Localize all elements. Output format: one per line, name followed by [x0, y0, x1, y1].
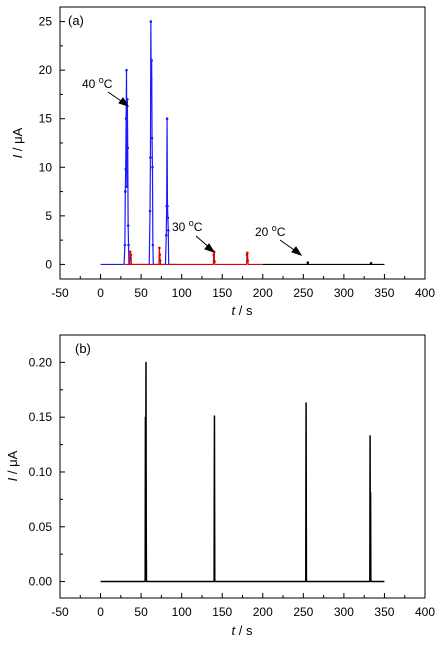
axis-ticks-b: -50 0 50 100 150 200 250 300 350 400 0.00 0.05 0.10 0…: [29, 355, 436, 619]
arrowhead-30c: [204, 243, 216, 253]
panel-b: -50 0 50 100 150 200 250 300 350 400 0.00 0.05 0.10 0…: [5, 334, 436, 638]
data-series-b: [100, 361, 385, 583]
x-tick-label: 200: [253, 286, 273, 300]
series-line-1: [100, 20, 178, 266]
x-tick-label: 150: [212, 605, 232, 619]
data-point: [149, 20, 153, 23]
data-point: [164, 233, 168, 237]
x-tick-label: 0: [97, 286, 104, 300]
x-tick-label: 50: [134, 286, 148, 300]
x-tick-label: 50: [134, 605, 148, 619]
annotation-40c: 40 oC: [82, 75, 113, 91]
data-point: [158, 259, 162, 262]
y-tick-label: 0.20: [29, 355, 53, 369]
annotation-arrows-a: [107, 91, 303, 256]
x-tick-label: -50: [51, 605, 69, 619]
data-point: [126, 97, 129, 101]
data-point: [123, 190, 127, 193]
y-tick-label: 0.05: [29, 520, 53, 534]
data-point: [306, 261, 310, 264]
y-axis-title-a: I / μA: [10, 127, 25, 158]
data-point: [245, 253, 249, 257]
data-point: [129, 253, 133, 257]
x-tick-label: -50: [51, 286, 69, 300]
data-point: [166, 229, 170, 232]
y-tick-label: 0.00: [29, 575, 53, 589]
annotation-30c: 30 oC: [172, 218, 203, 234]
x-tick-label: 400: [415, 605, 435, 619]
data-point: [151, 243, 155, 247]
y-tick-label: 15: [39, 112, 53, 126]
data-point: [369, 261, 373, 265]
data-point: [123, 243, 127, 247]
data-point: [165, 117, 169, 121]
series-line-3: [262, 262, 385, 266]
panel-label-a: (a): [68, 13, 84, 28]
axis-ticks-a: -50 0 50 100 150 200 250 300 350 400 0 5 10 15 20 25: [39, 15, 436, 300]
x-tick-label: 150: [212, 286, 232, 300]
x-tick-label: 250: [293, 605, 313, 619]
y-tick-label: 10: [39, 160, 53, 174]
x-tick-label: 350: [374, 605, 394, 619]
data-point: [246, 259, 250, 262]
x-tick-label: 0: [97, 605, 104, 619]
series-line-2: [124, 247, 263, 266]
data-point: [151, 165, 154, 169]
y-tick-label: 0.10: [29, 465, 53, 479]
data-point: [166, 216, 170, 220]
y-axis-title-b: I / μA: [5, 450, 20, 481]
x-tick-label: 100: [172, 605, 192, 619]
data-point: [125, 68, 128, 72]
data-point: [158, 246, 161, 250]
data-series-a: [100, 20, 385, 266]
data-point: [158, 253, 162, 257]
arrowhead-40c: [118, 97, 130, 107]
data-point: [127, 243, 130, 247]
arrowhead-20c: [291, 246, 303, 256]
x-tick-label: 100: [172, 286, 192, 300]
x-axis-title-b: t / s: [232, 623, 253, 638]
data-point: [129, 257, 132, 260]
x-tick-label: 250: [293, 286, 313, 300]
x-axis-title-a: t / s: [232, 303, 253, 318]
data-point: [148, 209, 152, 213]
y-tick-label: 20: [39, 63, 53, 77]
data-point: [128, 250, 132, 254]
data-point: [126, 224, 130, 227]
x-tick-label: 300: [334, 605, 354, 619]
x-tick-label: 200: [253, 605, 273, 619]
series-line-1: [100, 361, 385, 583]
y-tick-label: 25: [39, 15, 53, 29]
x-tick-label: 350: [374, 286, 394, 300]
y-tick-label: 0.15: [29, 410, 53, 424]
panel-a: -50 0 50 100 150 200 250 300 350 400 0 5 10 15 20 25 (a…: [10, 6, 436, 318]
data-point: [213, 260, 216, 263]
annotation-20c: 20 oC: [255, 223, 286, 239]
y-tick-label: 5: [45, 209, 52, 223]
data-point: [126, 146, 130, 150]
data-point: [124, 117, 128, 121]
data-point: [150, 136, 154, 140]
data-point: [166, 204, 169, 208]
data-point: [124, 167, 127, 171]
plot-frame-a: [59, 6, 426, 280]
x-tick-label: 400: [415, 286, 435, 300]
data-point: [150, 59, 153, 62]
y-tick-label: 0: [45, 257, 52, 271]
panel-label-b: (b): [75, 341, 91, 356]
data-point: [149, 78, 153, 82]
x-tick-label: 300: [334, 286, 354, 300]
data-point: [149, 156, 152, 159]
data-point: [212, 253, 216, 257]
data-point: [125, 185, 129, 189]
data-point: [246, 251, 249, 255]
